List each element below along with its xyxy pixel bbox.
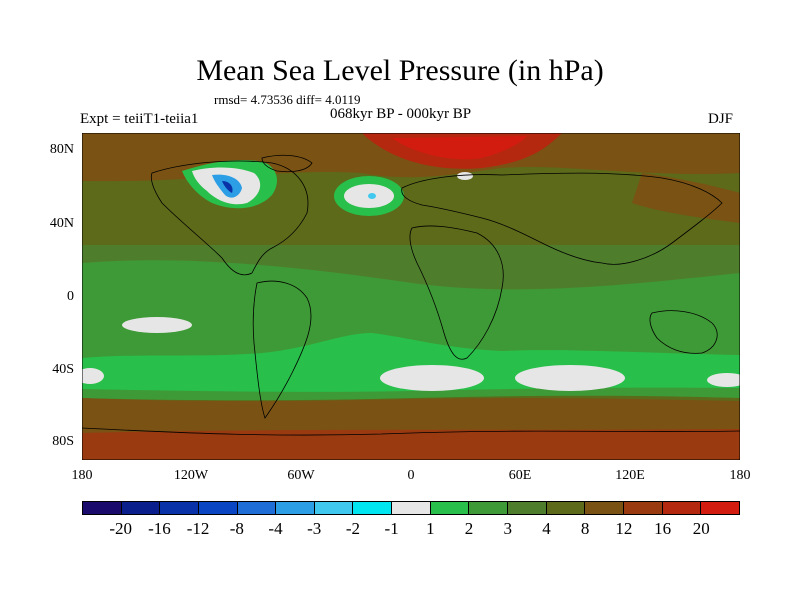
- colorbar-label: -8: [229, 519, 244, 538]
- antarctic-band: [82, 429, 740, 460]
- arctic-high-center: [392, 136, 527, 160]
- colorbar-swatch: [198, 502, 238, 514]
- colorbar-swatch: [701, 502, 739, 514]
- colorbar-label: 8: [580, 519, 590, 538]
- south-pacific-cell-east: [707, 373, 740, 387]
- colorbar-label: -3: [307, 519, 322, 538]
- laurentide-deep-low: [222, 181, 233, 193]
- indian-ocean-cell: [515, 365, 625, 391]
- map-title: Mean Sea Level Pressure (in hPa): [196, 54, 604, 87]
- scandinavia-cell: [457, 172, 473, 180]
- colorbar-label: -1: [384, 519, 399, 538]
- colorbar-swatch: [276, 502, 315, 514]
- colorbar-label: -20: [109, 519, 133, 538]
- colorbar-label: 1: [426, 519, 435, 538]
- lon-tick-label: 60E: [508, 468, 532, 483]
- colorbar-swatch: [469, 502, 509, 514]
- colorbar-swatch: [353, 502, 393, 514]
- lat-tick-label: 0: [67, 289, 74, 304]
- lat-tick-label: 40S: [52, 362, 74, 377]
- colorbar-swatch: [237, 502, 277, 514]
- colorbar-swatch: [662, 502, 702, 514]
- lat-tick-label: 80N: [49, 142, 74, 157]
- coastlines: [82, 154, 740, 436]
- pressure-anomaly-map: [82, 133, 740, 460]
- colorbar: [82, 501, 740, 515]
- colorbar-swatch: [314, 502, 354, 514]
- south-pacific-cell-west: [82, 368, 104, 384]
- lon-tick-label: 180: [71, 468, 93, 483]
- lat-tick-label: 80S: [52, 434, 74, 449]
- colorbar-swatch: [585, 502, 624, 514]
- colorbar-label: 4: [542, 519, 551, 538]
- colorbar-label: -4: [268, 519, 283, 538]
- colorbar-swatch: [121, 502, 161, 514]
- lon-tick-label: 120E: [615, 468, 645, 483]
- colorbar-label: 20: [692, 519, 710, 538]
- lon-tick-label: 180: [729, 468, 751, 483]
- north-atlantic-core: [368, 193, 376, 199]
- colorbar-label: 12: [615, 519, 633, 538]
- colorbar-swatch: [160, 502, 199, 514]
- lat-tick-label: 40N: [49, 216, 74, 231]
- south-pacific-subtropic-cell: [122, 317, 192, 333]
- south-atlantic-cell: [380, 365, 484, 391]
- north-pacific-east-band: [632, 173, 740, 223]
- rmsd-diff-stats: rmsd= 4.73536 diff= 4.0119: [214, 92, 361, 107]
- colorbar-label: 2: [464, 519, 474, 538]
- colorbar-swatch: [623, 502, 663, 514]
- period-label: 068kyr BP - 000kyr BP: [330, 106, 472, 122]
- colorbar-swatch: [83, 502, 122, 514]
- colorbar-swatch: [392, 502, 431, 514]
- colorbar-swatch: [546, 502, 586, 514]
- colorbar-label: -2: [345, 519, 361, 538]
- colorbar-swatch: [430, 502, 470, 514]
- colorbar-swatch: [508, 502, 547, 514]
- lon-tick-label: 120W: [173, 468, 209, 483]
- colorbar-label: -12: [186, 519, 210, 538]
- season-label: DJF: [708, 111, 734, 127]
- colorbar-label: 3: [503, 519, 513, 538]
- experiment-label: Expt = teiiT1-teiia1: [80, 111, 199, 127]
- lon-tick-label: 60W: [287, 468, 315, 483]
- colorbar-label: 16: [654, 519, 672, 538]
- lon-tick-label: 0: [407, 468, 415, 483]
- colorbar-label: -16: [148, 519, 171, 538]
